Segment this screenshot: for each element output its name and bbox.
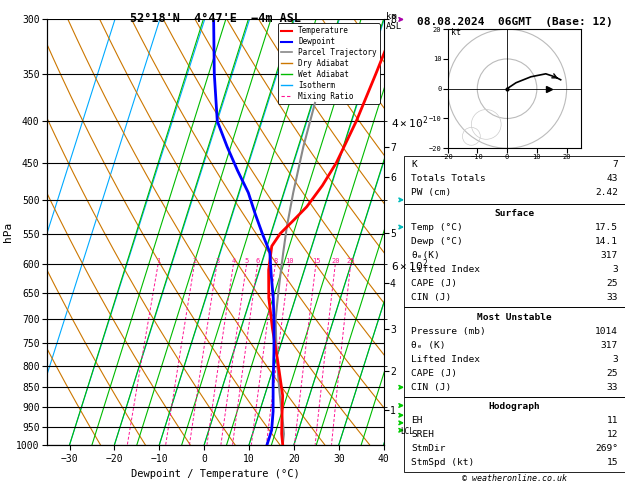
Text: LCL: LCL (401, 427, 415, 435)
Text: StmDir: StmDir (411, 444, 445, 453)
Text: 11: 11 (606, 416, 618, 425)
Text: 5: 5 (245, 258, 249, 264)
Text: 1014: 1014 (595, 327, 618, 336)
Text: 3: 3 (612, 265, 618, 274)
Text: 10: 10 (286, 258, 294, 264)
Text: 1: 1 (157, 258, 161, 264)
Text: CAPE (J): CAPE (J) (411, 369, 457, 378)
Text: Dewp (°C): Dewp (°C) (411, 237, 463, 246)
Text: 2.42: 2.42 (595, 188, 618, 197)
X-axis label: Dewpoint / Temperature (°C): Dewpoint / Temperature (°C) (131, 469, 300, 479)
Text: 6: 6 (256, 258, 260, 264)
Text: © weatheronline.co.uk: © weatheronline.co.uk (462, 474, 567, 483)
Text: 25: 25 (606, 279, 618, 288)
Text: 4: 4 (231, 258, 236, 264)
Text: 3: 3 (612, 355, 618, 364)
Text: 317: 317 (601, 341, 618, 350)
Text: θₑ (K): θₑ (K) (411, 341, 445, 350)
Legend: Temperature, Dewpoint, Parcel Trajectory, Dry Adiabat, Wet Adiabat, Isotherm, Mi: Temperature, Dewpoint, Parcel Trajectory… (277, 23, 380, 104)
Text: 269°: 269° (595, 444, 618, 453)
Text: PW (cm): PW (cm) (411, 188, 451, 197)
Text: Most Unstable: Most Unstable (477, 312, 552, 322)
Text: 8: 8 (274, 258, 278, 264)
Text: Temp (°C): Temp (°C) (411, 223, 463, 232)
Text: Lifted Index: Lifted Index (411, 265, 480, 274)
Text: 14.1: 14.1 (595, 237, 618, 246)
Text: 7: 7 (612, 160, 618, 169)
Text: CIN (J): CIN (J) (411, 382, 451, 392)
Text: 317: 317 (601, 251, 618, 260)
Text: 25: 25 (606, 369, 618, 378)
Text: 43: 43 (606, 174, 618, 183)
Text: Hodograph: Hodograph (489, 402, 540, 411)
Text: θₑ(K): θₑ(K) (411, 251, 440, 260)
Text: 20: 20 (331, 258, 340, 264)
Text: 17.5: 17.5 (595, 223, 618, 232)
Text: SREH: SREH (411, 430, 434, 439)
Text: Lifted Index: Lifted Index (411, 355, 480, 364)
Text: Surface: Surface (494, 209, 535, 218)
Text: 33: 33 (606, 382, 618, 392)
Text: K: K (411, 160, 417, 169)
Y-axis label: hPa: hPa (3, 222, 13, 242)
Text: 08.08.2024  06GMT  (Base: 12): 08.08.2024 06GMT (Base: 12) (416, 17, 613, 27)
Text: 2: 2 (192, 258, 197, 264)
Text: 52°18'N  4°47'E  −4m ASL: 52°18'N 4°47'E −4m ASL (130, 12, 301, 25)
Text: kt: kt (450, 28, 460, 37)
Text: 15: 15 (606, 458, 618, 467)
Bar (404, 308, 625, 397)
Text: EH: EH (411, 416, 423, 425)
Text: Totals Totals: Totals Totals (411, 174, 486, 183)
Text: 15: 15 (312, 258, 321, 264)
Text: StmSpd (kt): StmSpd (kt) (411, 458, 474, 467)
Text: CAPE (J): CAPE (J) (411, 279, 457, 288)
Text: CIN (J): CIN (J) (411, 293, 451, 302)
Text: km
ASL: km ASL (386, 12, 402, 31)
Text: Pressure (mb): Pressure (mb) (411, 327, 486, 336)
Bar (404, 397, 625, 472)
Text: 33: 33 (606, 293, 618, 302)
Text: 12: 12 (606, 430, 618, 439)
Text: 3: 3 (215, 258, 220, 264)
Bar (404, 156, 625, 204)
Bar (404, 204, 625, 308)
Text: 25: 25 (347, 258, 355, 264)
